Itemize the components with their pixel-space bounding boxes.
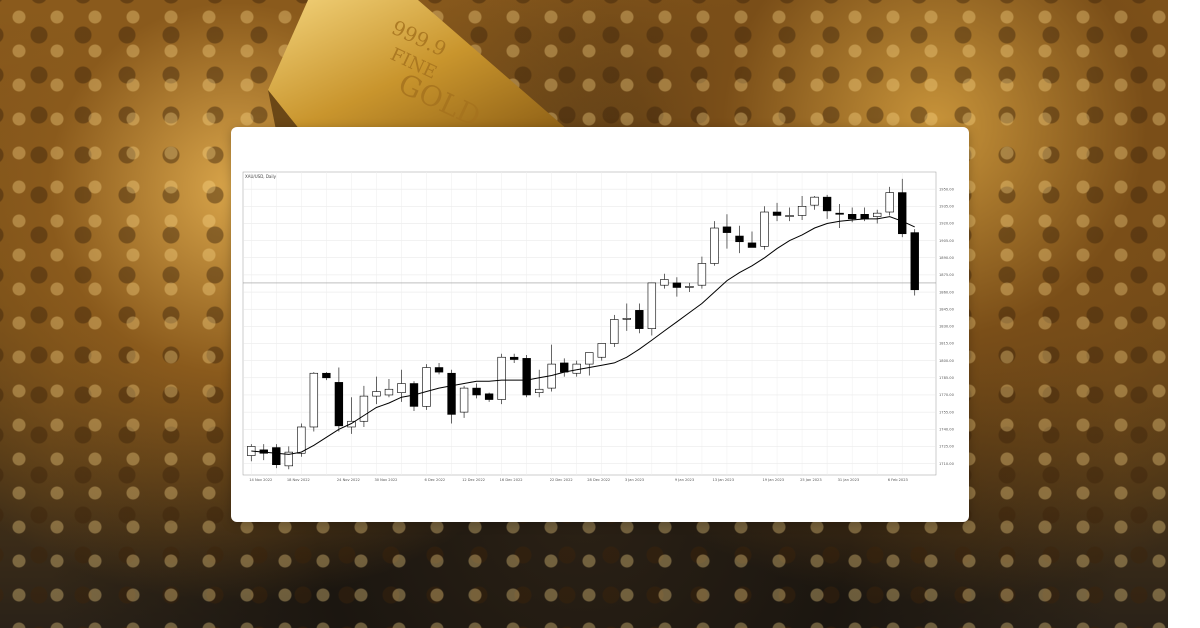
candle-body-up [610, 319, 619, 344]
candle-body-up [422, 367, 431, 407]
candle-body-down [822, 196, 832, 212]
x-tick-label: 6 Dec 2022 [425, 478, 446, 482]
candle-body-down [522, 358, 531, 396]
candle-body-up [284, 451, 293, 467]
grid-lines [243, 172, 936, 475]
y-tick-label: 1800.00 [939, 359, 955, 363]
y-tick-label: 1710.00 [939, 462, 955, 466]
x-tick-label: 6 Feb 2023 [888, 478, 908, 482]
x-tick-label: 25 Jan 2023 [800, 478, 822, 482]
candle-body-up [873, 212, 882, 217]
x-tick-label: 14 Nov 2022 [249, 478, 272, 482]
y-tick-label: 1875.00 [939, 273, 955, 277]
candle-body-up [359, 395, 369, 422]
candle-body-up [760, 211, 769, 247]
candle-body-down [472, 387, 481, 396]
candle-body-down [898, 192, 907, 235]
candle-body-down [334, 382, 344, 427]
x-tick-label: 28 Dec 2022 [587, 478, 610, 482]
candle-body-up [459, 387, 469, 413]
y-tick-label: 1905.00 [939, 239, 955, 243]
candle-body-down [447, 372, 456, 415]
y-tick-label: 1920.00 [939, 222, 955, 226]
y-tick-label: 1725.00 [939, 445, 955, 449]
x-tick-label: 16 Dec 2022 [500, 478, 523, 482]
candle-body-down [860, 214, 869, 220]
candle-body-down [847, 214, 857, 220]
y-tick-label: 1755.00 [939, 410, 955, 414]
x-axis-ticks: 14 Nov 2022 18 Nov 2022 24 Nov 2022 30 Nov … [249, 478, 908, 482]
candle-body-up [885, 192, 894, 213]
y-tick-label: 1950.00 [939, 187, 955, 191]
candle-body-down [910, 232, 919, 291]
candle-body-up [597, 343, 606, 358]
x-tick-label: 24 Nov 2022 [337, 478, 360, 482]
candle-body-down [322, 372, 331, 379]
x-tick-label: 30 Nov 2022 [374, 478, 397, 482]
candle-body-up [697, 263, 707, 286]
y-tick-label: 1785.00 [939, 376, 955, 380]
candle-body-up [810, 196, 819, 206]
moving-average-line [251, 216, 915, 455]
y-axis-ticks: 1710.00 1725.00 1740.00 1755.00 1770.00 1785.… [939, 187, 955, 465]
candle-body-down [484, 393, 494, 400]
candle-body-down [560, 362, 569, 373]
y-tick-label: 1935.00 [939, 205, 955, 209]
candle-body-down [772, 211, 782, 216]
candle-body-down [835, 212, 844, 215]
x-tick-label: 18 Nov 2022 [287, 478, 310, 482]
candle-body-up [397, 383, 406, 393]
candle-body-up [710, 227, 719, 264]
candle-body-up [347, 420, 356, 428]
gold-bar-top [268, 0, 568, 140]
y-tick-label: 1890.00 [939, 256, 955, 260]
candle-body-up [785, 215, 794, 217]
candle-body-up [660, 279, 669, 286]
y-tick-label: 1860.00 [939, 290, 955, 294]
y-tick-label: 1770.00 [939, 393, 955, 397]
chart-card: XAU/USD, Daily 1710.00 1725.00 1740.00 1755… [231, 127, 969, 522]
candle-body-up [797, 206, 807, 216]
candle-body-down [722, 226, 732, 233]
y-tick-label: 1845.00 [939, 307, 955, 311]
price-chart: XAU/USD, Daily 1710.00 1725.00 1740.00 1755… [242, 171, 955, 482]
candle-body-up [647, 282, 657, 329]
x-tick-label: 9 Jan 2023 [675, 478, 694, 482]
candle-body-down [434, 367, 444, 373]
candle-body-up [535, 388, 544, 393]
candle-body-down [747, 242, 757, 248]
right-edge-strip [1168, 0, 1200, 628]
candle-body-down [509, 356, 519, 360]
candle-body-up [372, 391, 381, 397]
x-tick-label: 19 Jan 2023 [763, 478, 785, 482]
candle-body-up [572, 363, 581, 374]
x-tick-label: 12 Dec 2022 [462, 478, 485, 482]
y-tick-label: 1830.00 [939, 325, 955, 329]
x-tick-label: 13 Jan 2023 [712, 478, 734, 482]
candle-body-down [272, 447, 281, 466]
candle-body-up [685, 286, 694, 288]
candle-body-up [622, 318, 631, 320]
candle-body-up [297, 426, 306, 454]
candle-body-up [497, 356, 506, 400]
candle-body-down [635, 310, 644, 329]
y-tick-label: 1740.00 [939, 427, 955, 431]
x-tick-label: 22 Dec 2022 [550, 478, 573, 482]
chart-header: XAU/USD, Daily [245, 174, 277, 179]
plot-area [242, 171, 937, 476]
candle-body-up [309, 372, 319, 428]
gold-bar-image: 999.9 FINE GOLD [268, 0, 568, 140]
y-tick-label: 1815.00 [939, 342, 955, 346]
candle-body-up [384, 388, 394, 396]
x-tick-label: 31 Jan 2023 [838, 478, 860, 482]
candle-body-up [585, 352, 594, 365]
candle-body-down [672, 282, 682, 288]
x-tick-label: 3 Jan 2023 [625, 478, 644, 482]
candles [247, 178, 919, 470]
candle-body-down [735, 235, 744, 243]
